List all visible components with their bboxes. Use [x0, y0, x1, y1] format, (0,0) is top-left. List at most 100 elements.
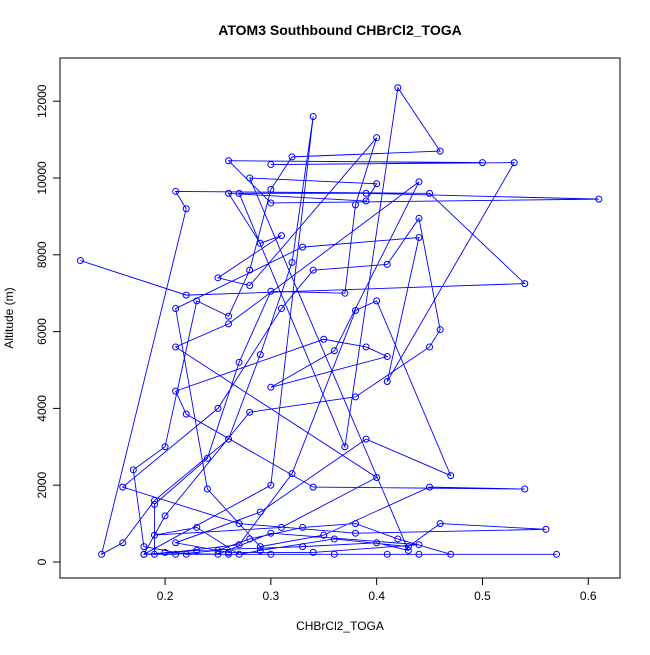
- x-tick-label: 0.6: [580, 589, 597, 603]
- plot-frame: [59, 57, 621, 579]
- data-point: [267, 287, 275, 295]
- data-point: [362, 197, 370, 205]
- x-tick-label: 0.5: [474, 589, 491, 603]
- data-point: [235, 358, 243, 366]
- y-tick-label: 4000: [35, 395, 49, 422]
- data-point: [203, 485, 211, 493]
- data-point: [542, 525, 550, 533]
- y-tick-label: 6000: [35, 318, 49, 345]
- data-point: [320, 335, 328, 343]
- data-point: [373, 539, 381, 547]
- data-point: [225, 157, 233, 165]
- data-point: [203, 454, 211, 462]
- data-point: [76, 257, 84, 265]
- data-point: [267, 186, 275, 194]
- data-point: [161, 548, 169, 556]
- data-point: [383, 260, 391, 268]
- data-point: [172, 343, 180, 351]
- data-point: [426, 189, 434, 197]
- data-point: [267, 199, 275, 207]
- data-point: [277, 305, 285, 313]
- data-point: [182, 550, 190, 558]
- data-point: [383, 353, 391, 361]
- data-point: [362, 343, 370, 351]
- data-point: [246, 535, 254, 543]
- data-point: [193, 546, 201, 554]
- data-point: [436, 147, 444, 155]
- y-tick-label: 12000: [35, 84, 49, 118]
- data-point: [415, 550, 423, 558]
- data-point: [140, 543, 148, 551]
- y-tick-label: 2000: [35, 472, 49, 499]
- data-point: [214, 274, 222, 282]
- y-axis-label: Altitude (m): [2, 287, 16, 348]
- data-point: [267, 481, 275, 489]
- data-point: [330, 550, 338, 558]
- data-point: [415, 178, 423, 186]
- data-point: [225, 550, 233, 558]
- data-point: [119, 539, 127, 547]
- data-point: [98, 550, 106, 558]
- data-point: [394, 84, 402, 92]
- data-point: [478, 159, 486, 167]
- data-point: [373, 297, 381, 305]
- data-point: [320, 531, 328, 539]
- chart-title: ATOM3 Southbound CHBrCl2_TOGA: [218, 22, 461, 38]
- data-point: [373, 180, 381, 188]
- data-point: [277, 523, 285, 531]
- data-point: [246, 174, 254, 182]
- data-point: [172, 305, 180, 313]
- data-point: [256, 351, 264, 359]
- data-point: [309, 113, 317, 121]
- data-point: [351, 520, 359, 528]
- data-point: [225, 189, 233, 197]
- data-point: [447, 550, 455, 558]
- data-point: [246, 282, 254, 290]
- x-tick-label: 0.4: [368, 589, 385, 603]
- data-line: [80, 86, 599, 556]
- data-point: [309, 266, 317, 274]
- data-point: [172, 539, 180, 547]
- data-point: [383, 378, 391, 386]
- data-point: [394, 535, 402, 543]
- y-tick-label: 0: [35, 558, 49, 565]
- data-point: [119, 483, 127, 491]
- data-point: [288, 470, 296, 478]
- data-point: [415, 541, 423, 549]
- data-point: [436, 326, 444, 334]
- data-point: [172, 387, 180, 395]
- data-point: [288, 258, 296, 266]
- data-point: [373, 134, 381, 142]
- data-point: [277, 232, 285, 240]
- data-point: [235, 520, 243, 528]
- data-point: [246, 408, 254, 416]
- data-point: [161, 512, 169, 520]
- data-point: [299, 243, 307, 251]
- data-point: [256, 508, 264, 516]
- data-point: [267, 550, 275, 558]
- data-point: [193, 297, 201, 305]
- data-point: [193, 523, 201, 531]
- data-point: [225, 548, 233, 556]
- data-point: [214, 546, 222, 554]
- data-point: [415, 214, 423, 222]
- y-tick-label: 8000: [35, 241, 49, 268]
- data-point: [182, 291, 190, 299]
- data-point: [140, 550, 148, 558]
- data-point: [299, 523, 307, 531]
- data-point: [256, 546, 264, 554]
- data-point: [521, 485, 529, 493]
- data-point: [225, 320, 233, 328]
- data-point: [172, 550, 180, 558]
- data-point: [150, 500, 158, 508]
- data-point: [267, 529, 275, 537]
- data-point: [330, 347, 338, 355]
- data-point: [235, 541, 243, 549]
- data-point: [383, 550, 391, 558]
- data-point: [225, 435, 233, 443]
- data-point: [436, 520, 444, 528]
- data-point: [309, 548, 317, 556]
- data-point: [182, 205, 190, 213]
- data-point: [341, 289, 349, 297]
